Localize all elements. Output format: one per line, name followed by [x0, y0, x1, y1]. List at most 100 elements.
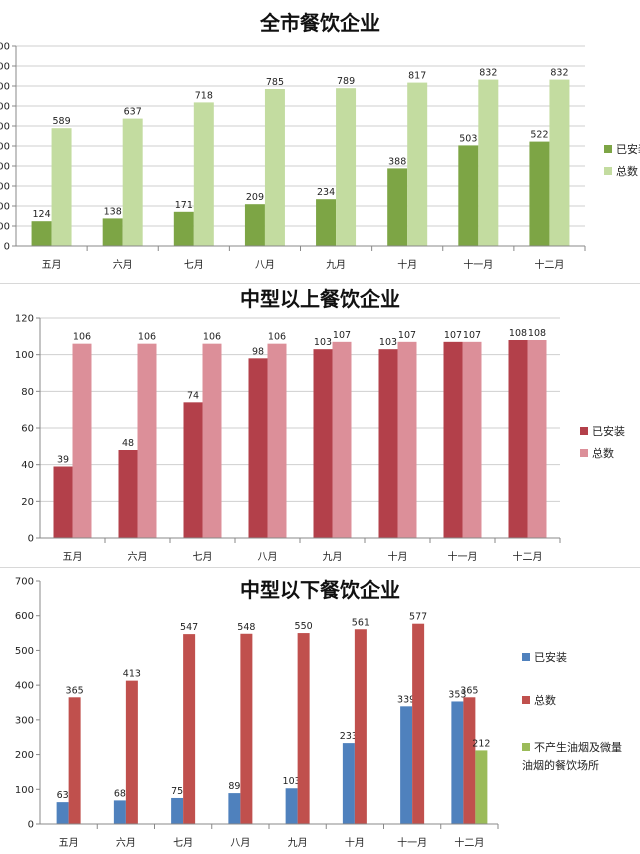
- bar: [183, 634, 196, 824]
- x-tick-label: 八月: [255, 259, 275, 271]
- data-label: 212: [472, 738, 490, 749]
- data-label: 98: [252, 346, 264, 357]
- data-label: 522: [530, 130, 548, 141]
- bar: [397, 341, 417, 538]
- data-label: 106: [268, 332, 286, 343]
- bar: [72, 343, 92, 538]
- data-label: 589: [52, 116, 70, 127]
- bar: [342, 743, 355, 824]
- x-tick-label: 九月: [323, 551, 343, 563]
- data-label: 413: [123, 669, 141, 680]
- bar: [354, 629, 367, 824]
- bar: [313, 349, 333, 538]
- y-tick-label: 100: [0, 222, 10, 233]
- legend-swatch: [604, 167, 612, 175]
- bar: [400, 706, 413, 824]
- y-tick-label: 0: [28, 820, 34, 831]
- data-label: 107: [398, 330, 416, 341]
- x-tick-label: 十月: [345, 836, 365, 849]
- data-label: 108: [528, 328, 546, 339]
- bar: [125, 680, 138, 824]
- data-label: 107: [463, 330, 481, 341]
- x-tick-label: 十二月: [454, 836, 484, 849]
- x-tick-label: 五月: [42, 259, 62, 271]
- legend-swatch: [580, 427, 588, 435]
- y-tick-label: 0: [4, 242, 10, 253]
- x-tick-label: 七月: [173, 837, 193, 849]
- bar: [332, 341, 352, 538]
- y-tick-label: 500: [15, 646, 34, 657]
- chart-citywide: 全市餐饮企业 0 100 200 300 400 500 600 700 800 900 1000 1…: [0, 0, 640, 282]
- data-label: 106: [203, 332, 221, 343]
- legend-swatch: [522, 743, 530, 751]
- chart-title: 中型以下餐饮企业: [240, 578, 400, 602]
- bar: [549, 79, 570, 246]
- data-label: 108: [509, 328, 527, 339]
- bar: [118, 450, 138, 538]
- y-tick-label: 40: [21, 460, 34, 471]
- data-label: 561: [352, 617, 370, 628]
- bar: [508, 340, 528, 538]
- bar: [478, 79, 499, 246]
- legend-label: 不产生油烟及微量: [534, 740, 622, 754]
- data-label: 547: [180, 622, 198, 633]
- y-tick-label: 100: [15, 350, 34, 361]
- bar: [173, 211, 194, 246]
- bar: [137, 343, 157, 538]
- y-tick-label: 400: [15, 681, 34, 692]
- x-tick-label: 十二月: [513, 550, 543, 563]
- y-tick-label: 900: [0, 62, 10, 73]
- data-label: 106: [73, 332, 91, 343]
- legend-label: 已安装: [616, 142, 640, 156]
- y-tick-label: 300: [15, 715, 34, 726]
- data-label: 68: [114, 788, 126, 799]
- bar: [407, 82, 428, 246]
- bar: [387, 168, 408, 246]
- data-label: 832: [479, 68, 497, 79]
- bar: [336, 88, 357, 246]
- x-tick-label: 七月: [184, 259, 204, 271]
- x-tick-label: 十二月: [534, 258, 564, 271]
- y-tick-label: 0: [28, 534, 34, 545]
- data-label: 503: [459, 133, 477, 144]
- data-label: 234: [317, 187, 335, 198]
- y-tick-label: 1000: [0, 42, 10, 53]
- bar: [56, 802, 69, 824]
- legend-label: 总数: [534, 693, 556, 707]
- data-label: 353: [448, 689, 466, 700]
- x-tick-label: 九月: [288, 837, 308, 849]
- chart-citywide-svg: 全市餐饮企业 0 100 200 300 400 500 600 700 800 900 1000 1…: [0, 11, 640, 271]
- data-label: 365: [460, 685, 478, 696]
- chart-title: 中型以上餐饮企业: [240, 287, 400, 311]
- data-label: 107: [444, 330, 462, 341]
- bar: [240, 633, 253, 824]
- data-label: 39: [57, 455, 69, 466]
- y-tick-label: 700: [0, 102, 10, 113]
- data-label: 103: [283, 776, 301, 787]
- data-label: 74: [187, 390, 199, 401]
- data-label: 138: [104, 206, 122, 217]
- data-label: 785: [266, 77, 284, 88]
- y-tick-label: 600: [0, 122, 10, 133]
- legend-label: 总数: [592, 446, 614, 460]
- bar: [463, 697, 476, 824]
- data-label: 388: [388, 156, 406, 167]
- legend-label: 油烟的餐饮场所: [522, 758, 599, 772]
- x-tick-label: 八月: [258, 551, 278, 563]
- bar: [31, 221, 52, 246]
- y-tick-label: 60: [21, 424, 34, 435]
- data-label: 89: [228, 781, 240, 792]
- y-tick-label: 120: [15, 314, 34, 325]
- data-label: 365: [66, 685, 84, 696]
- data-label: 171: [175, 200, 193, 211]
- x-tick-label: 五月: [63, 551, 83, 563]
- bar: [443, 341, 463, 538]
- data-label: 63: [57, 790, 69, 801]
- bar: [285, 788, 298, 824]
- data-label: 75: [171, 786, 183, 797]
- y-tick-label: 600: [15, 611, 34, 622]
- data-label: 817: [408, 71, 426, 82]
- data-label: 718: [195, 90, 213, 101]
- data-label: 103: [379, 337, 397, 348]
- bar: [458, 145, 479, 246]
